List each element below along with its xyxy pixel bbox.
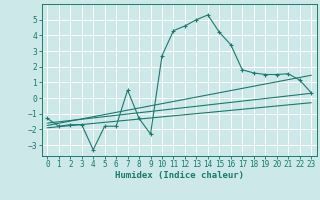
X-axis label: Humidex (Indice chaleur): Humidex (Indice chaleur) (115, 171, 244, 180)
